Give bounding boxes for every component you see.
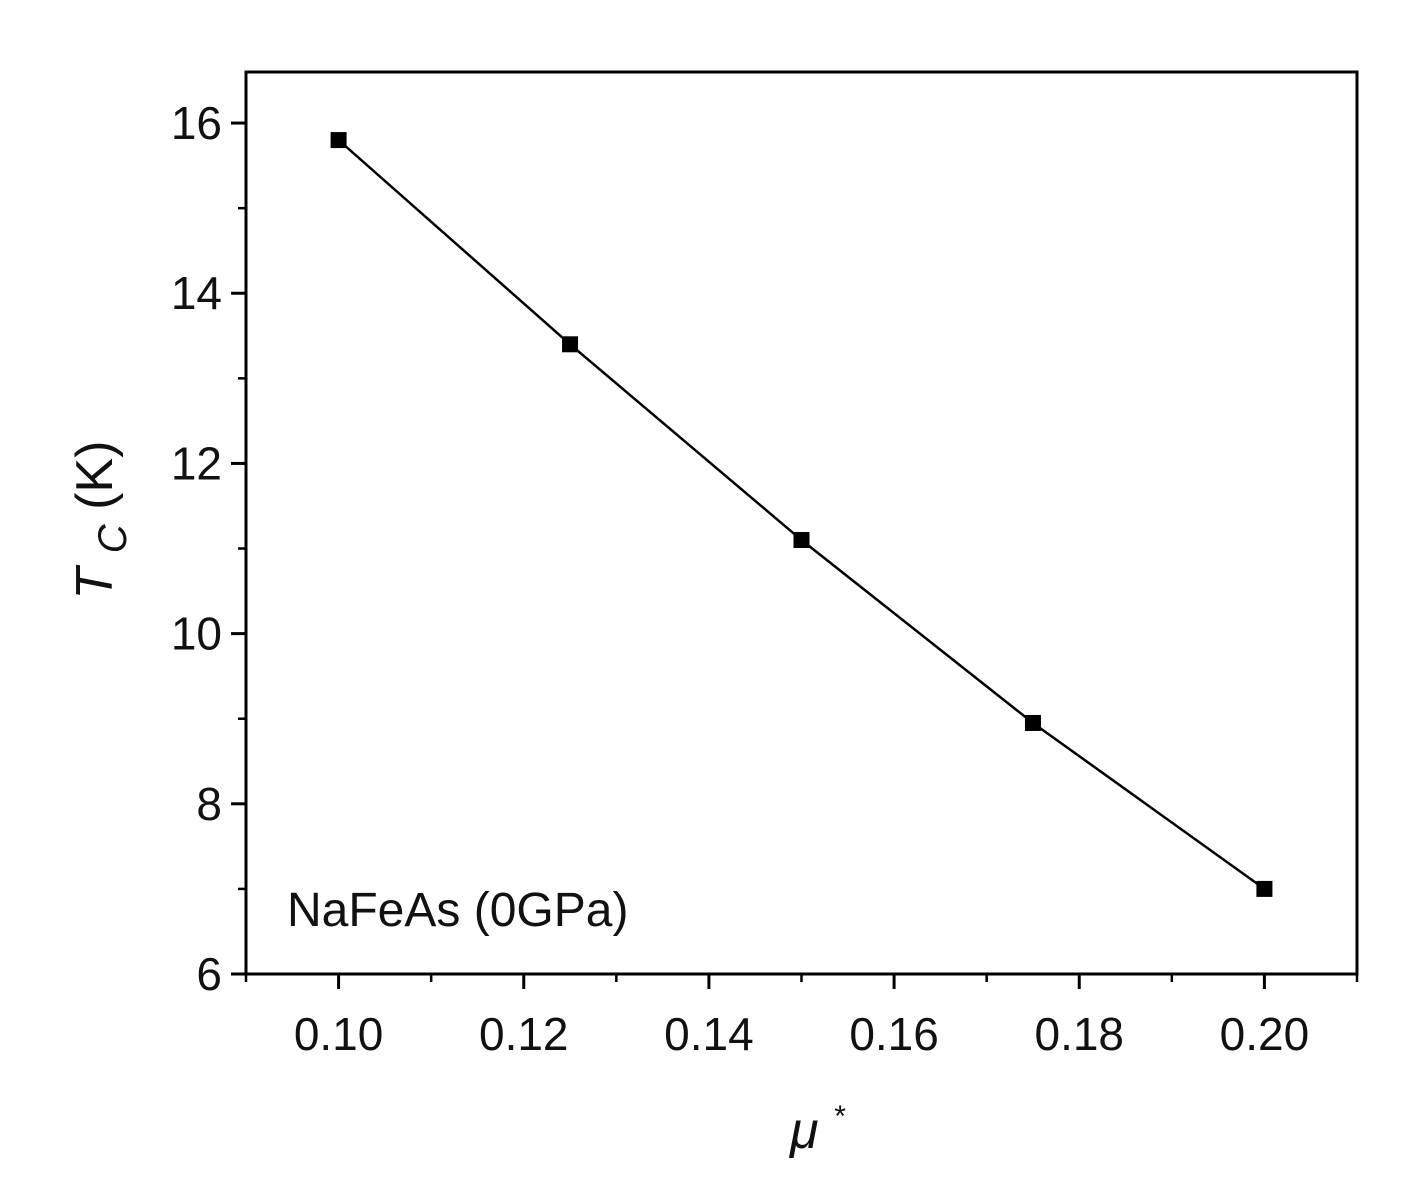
series-layer [330, 132, 1273, 897]
y-tick-label: 14 [171, 267, 222, 319]
chart-annotation: NaFeAs (0GPa) [287, 884, 628, 937]
x-axis: 0.10 0.12 0.14 0.16 0.18 0.20 [244, 974, 1359, 1060]
data-point [1256, 880, 1273, 897]
data-point [562, 336, 579, 353]
y-axis-title-base: T [66, 564, 124, 599]
x-tick-label: 0.18 [1034, 1008, 1124, 1060]
data-point [330, 132, 347, 149]
y-tick-label: 12 [171, 437, 222, 489]
x-tick-label: 0.16 [849, 1008, 939, 1060]
x-axis-title-base: μ [788, 1102, 819, 1160]
y-tick-label: 10 [171, 608, 222, 660]
plot-frame [244, 70, 1359, 976]
y-tick-label: 16 [171, 97, 222, 149]
y-axis-title-sub: C [91, 523, 135, 553]
svg-text:T C (K): T C (K) [66, 441, 138, 600]
y-tick-label: 6 [196, 948, 222, 1000]
y-axis-title-unit: (K) [66, 441, 124, 510]
y-tick-label: 8 [196, 778, 222, 830]
x-axis-title: μ * [788, 1100, 846, 1160]
y-axis: 6 8 10 12 14 16 [171, 97, 246, 1000]
x-tick-label: 0.12 [479, 1008, 569, 1060]
series-line [337, 139, 1266, 890]
x-tick-label: 0.14 [664, 1008, 754, 1060]
svg-text:μ *: μ * [788, 1100, 846, 1160]
data-point [1024, 714, 1041, 731]
data-point [793, 532, 810, 549]
x-tick-label: 0.20 [1220, 1008, 1310, 1060]
x-tick-label: 0.10 [294, 1008, 384, 1060]
y-axis-title: T C (K) [66, 441, 138, 600]
x-axis-title-sup: * [833, 1100, 846, 1133]
